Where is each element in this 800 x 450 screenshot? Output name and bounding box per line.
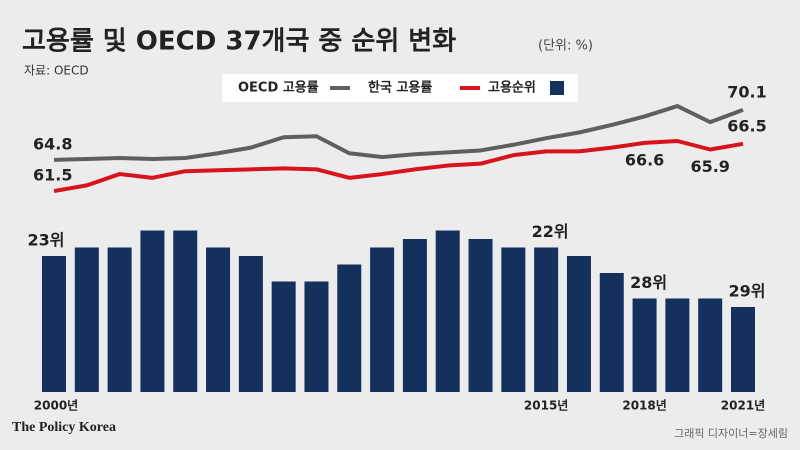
legend-label: 한국 고용률 (368, 80, 432, 96)
bar (665, 298, 690, 392)
bar (435, 230, 460, 392)
bar (271, 281, 296, 392)
line-label: 66.5 (727, 116, 766, 135)
x-tick-label: 2018년 (622, 399, 666, 413)
logo: The Policy Korea (12, 420, 116, 435)
bar (599, 273, 624, 392)
bar-label: 28위 (630, 273, 667, 292)
line-label: 70.1 (727, 82, 766, 101)
legend-label: 고용순위 (488, 80, 536, 96)
line-label: 61.5 (33, 166, 72, 185)
bar (42, 256, 66, 392)
line-label: 65.9 (690, 157, 729, 176)
bar (140, 230, 165, 392)
source: 자료: OECD (24, 64, 89, 78)
line-label: 66.6 (625, 150, 664, 169)
bar-label: 22위 (532, 222, 569, 241)
bar-label: 23위 (28, 231, 65, 250)
bar (534, 247, 559, 392)
bar (402, 239, 427, 392)
bar (238, 256, 263, 392)
bar (501, 247, 526, 392)
line (53, 139, 744, 194)
bar (304, 281, 329, 392)
bar (206, 247, 231, 392)
x-tick-label: 2000년 (34, 399, 78, 413)
chart-subtitle: (단위: %) (538, 39, 593, 54)
bar (337, 264, 362, 392)
bar (74, 247, 99, 392)
bar-label: 29위 (729, 282, 766, 301)
x-tick-label: 2015년 (524, 399, 568, 413)
line (53, 104, 744, 162)
legend-swatch (550, 81, 564, 95)
legend-label: OECD 고용률 (238, 80, 319, 96)
bar (632, 298, 657, 392)
bar (173, 230, 198, 392)
legend-box (222, 74, 578, 102)
line-label: 64.8 (33, 134, 72, 153)
x-tick-label: 2021년 (721, 399, 765, 413)
chart-title: 고용률 및 OECD 37개국 중 순위 변화 (22, 27, 456, 57)
bar (370, 247, 395, 392)
bar (468, 239, 493, 392)
bar (566, 256, 591, 392)
credit: 그래픽 디자이너=장세림 (674, 427, 788, 440)
bar (107, 247, 132, 392)
bar (731, 307, 755, 392)
bar (698, 298, 723, 392)
